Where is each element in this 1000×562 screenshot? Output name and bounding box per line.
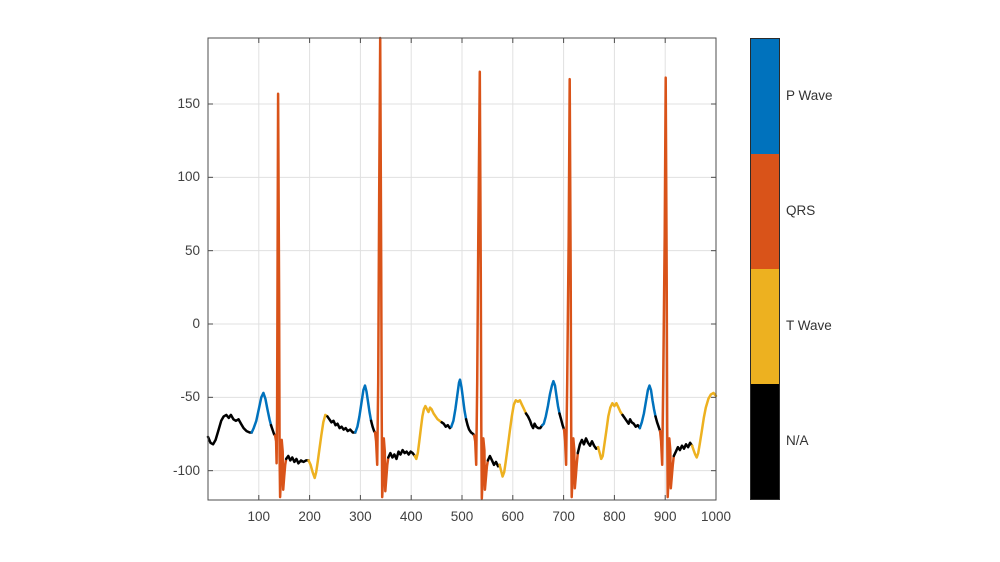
y-tick-label: 150 (177, 96, 200, 111)
waveform-segment-n-a (440, 421, 453, 430)
colorbar (750, 38, 780, 500)
x-tick-label: 300 (349, 509, 372, 524)
colorbar-label-p-wave: P Wave (786, 88, 833, 103)
waveform-segment-n-a (387, 448, 417, 461)
waveform-segment-p-wave (354, 384, 373, 434)
waveform-segment-p-wave (638, 384, 657, 430)
waveform-segment-n-a (206, 413, 253, 446)
colorbar-segment-na (751, 384, 779, 499)
x-tick-label: 100 (247, 509, 271, 524)
waveform-segment-p-wave (541, 379, 561, 427)
waveform-segment-qrs (373, 36, 390, 499)
colorbar-label-na: N/A (786, 433, 809, 448)
waveform-segment-n-a (269, 423, 277, 437)
x-tick-label: 1000 (700, 509, 732, 524)
x-tick-label: 500 (450, 509, 474, 524)
waveform-segment-qrs (273, 92, 288, 499)
y-tick-label: 100 (177, 169, 200, 185)
x-tick-label: 200 (298, 509, 321, 524)
waveform-segment-n-a (464, 418, 476, 437)
colorbar-labels: P Wave QRS T Wave N/A (786, 38, 906, 498)
waveform-segment-qrs (472, 70, 490, 500)
waveform-segment-n-a (326, 415, 357, 434)
x-tick-label: 900 (653, 509, 677, 524)
waveform-segment-n-a (672, 441, 694, 458)
y-tick-label: -100 (172, 462, 200, 478)
waveform-segment-t-wave (596, 401, 624, 461)
waveform-segment-t-wave (690, 391, 718, 459)
waveform-segment-qrs (562, 77, 580, 499)
x-tick-label: 400 (399, 509, 423, 524)
x-tick-label: 600 (501, 509, 525, 524)
waveform-segment-p-wave (450, 378, 468, 428)
waveform-segment-qrs (658, 76, 676, 499)
colorbar-segment-qrs (751, 154, 779, 269)
waveform-segment-n-a (576, 437, 600, 455)
x-tick-label: 700 (552, 509, 575, 524)
waveform-segment-t-wave (498, 399, 528, 478)
waveform-segment-n-a (654, 415, 662, 433)
x-tick-label: 800 (603, 509, 626, 524)
y-tick-label: -50 (180, 389, 200, 405)
waveform-segment-p-wave (250, 391, 273, 434)
y-tick-label: 0 (192, 316, 200, 331)
waveform-segment-n-a (558, 412, 566, 431)
colorbar-segment-p-wave (751, 39, 779, 154)
y-tick-label: 50 (184, 242, 200, 258)
waveform-segment-n-a (524, 412, 544, 430)
waveform-segment-t-wave (413, 404, 443, 461)
colorbar-label-t-wave: T Wave (786, 318, 832, 333)
colorbar-segment-t-wave (751, 269, 779, 384)
waveform-segment-t-wave (307, 413, 329, 480)
waveform-segment-n-a (621, 413, 642, 430)
waveform-segment-n-a (284, 454, 310, 465)
waveform-segment-n-a (369, 419, 377, 434)
waveform-segment-n-a (486, 454, 501, 468)
colorbar-label-qrs: QRS (786, 203, 816, 218)
